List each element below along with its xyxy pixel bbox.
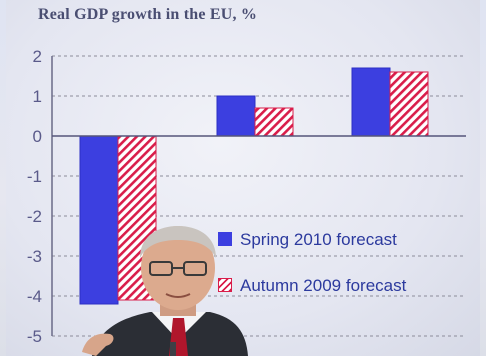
legend-label-autumn: Autumn 2009 forecast bbox=[240, 276, 407, 295]
y-tick-label: -5 bbox=[27, 327, 42, 346]
y-tick-label: 1 bbox=[33, 87, 42, 106]
legend-swatch-solid bbox=[218, 232, 232, 246]
bar-spring-2010 bbox=[351, 67, 391, 137]
legend-item-spring: Spring 2010 forecast bbox=[218, 230, 397, 250]
legend-item-autumn: Autumn 2009 forecast bbox=[218, 276, 406, 296]
y-tick-label: -1 bbox=[27, 167, 42, 186]
y-tick-label: -3 bbox=[27, 247, 42, 266]
y-tick-label: -4 bbox=[27, 287, 42, 306]
bar-spring-2010 bbox=[79, 135, 119, 305]
legend-swatch-hatched bbox=[218, 278, 232, 292]
bar-autumn-2009 bbox=[254, 107, 294, 137]
legend-label-spring: Spring 2010 forecast bbox=[240, 230, 397, 249]
bar-autumn-2009 bbox=[389, 71, 429, 137]
chart-title: Real GDP growth in the EU, % bbox=[38, 6, 258, 23]
y-tick-label: -2 bbox=[27, 207, 42, 226]
y-tick-label: 2 bbox=[33, 47, 42, 66]
y-tick-label: 0 bbox=[33, 127, 42, 146]
